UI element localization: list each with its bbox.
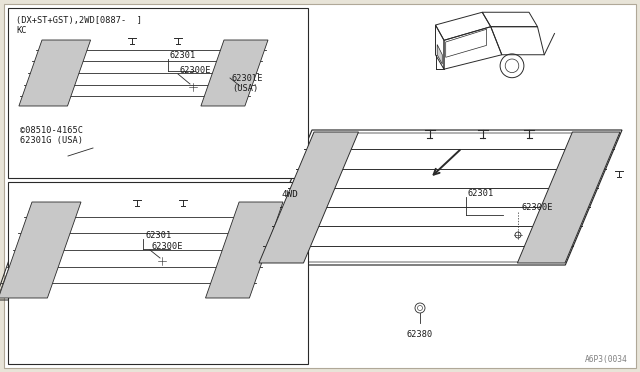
Polygon shape (205, 202, 283, 298)
Bar (8, 8, 308, 178)
Text: 62301: 62301 (145, 231, 172, 240)
Polygon shape (201, 40, 268, 106)
Text: 62301: 62301 (468, 189, 494, 198)
Text: 6230lE
(USA): 6230lE (USA) (232, 74, 264, 93)
Bar (8, 182, 308, 364)
Text: 4WD: 4WD (281, 190, 298, 199)
Polygon shape (259, 132, 358, 263)
Text: ©08510-4165C
62301G (USA): ©08510-4165C 62301G (USA) (20, 126, 83, 145)
Polygon shape (0, 202, 81, 298)
Text: 62300E: 62300E (152, 241, 184, 250)
Text: 62380: 62380 (407, 330, 433, 339)
Polygon shape (437, 45, 442, 64)
Text: 62300E: 62300E (180, 65, 211, 74)
Polygon shape (19, 40, 91, 106)
Text: A6P3(0034: A6P3(0034 (585, 355, 628, 364)
Text: (DX+ST+GST),2WD[0887-  ]
KC: (DX+ST+GST),2WD[0887- ] KC (16, 16, 142, 35)
Text: 62301: 62301 (170, 51, 196, 60)
Text: 62300E: 62300E (522, 202, 554, 212)
Polygon shape (517, 132, 620, 263)
